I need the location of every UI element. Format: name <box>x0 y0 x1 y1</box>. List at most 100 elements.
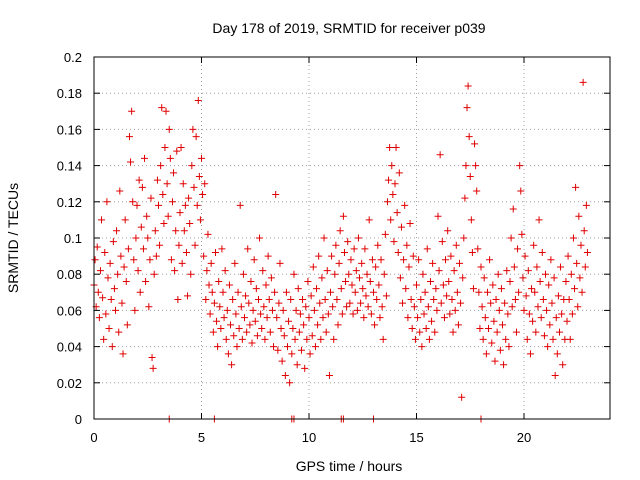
data-point <box>260 303 268 311</box>
data-point <box>382 292 390 300</box>
data-point <box>311 343 319 351</box>
data-point <box>264 252 272 260</box>
data-point <box>131 306 139 314</box>
data-point <box>442 256 450 264</box>
data-point <box>220 314 228 322</box>
data-point <box>231 259 239 267</box>
data-point <box>327 288 334 296</box>
y-tick-label: 0 <box>75 412 82 427</box>
data-point <box>569 234 577 242</box>
data-point <box>175 241 183 249</box>
data-point <box>93 243 101 251</box>
data-point <box>386 144 394 151</box>
x-tick-label: 10 <box>302 430 316 445</box>
data-point <box>107 296 115 304</box>
data-point <box>313 285 321 293</box>
data-point <box>552 314 560 322</box>
data-point <box>536 277 544 285</box>
data-point <box>422 325 430 332</box>
data-point <box>340 248 348 256</box>
data-point <box>430 296 438 304</box>
data-point <box>452 241 460 249</box>
data-point <box>189 125 197 133</box>
data-point <box>116 187 124 195</box>
data-point <box>141 154 149 162</box>
data-point <box>399 299 407 307</box>
data-point <box>273 314 281 322</box>
x-tick-label: 20 <box>517 430 531 445</box>
data-point <box>565 296 573 304</box>
data-point <box>285 317 293 325</box>
data-point <box>328 252 336 260</box>
data-point <box>279 306 287 314</box>
data-point <box>317 335 325 343</box>
data-point <box>519 274 527 282</box>
data-point <box>318 274 326 282</box>
data-point <box>450 267 458 275</box>
data-point <box>296 310 304 318</box>
y-tick-label: 0.04 <box>57 340 82 355</box>
data-point <box>389 191 397 199</box>
data-point <box>301 364 309 372</box>
data-point <box>143 212 151 220</box>
data-point <box>320 234 328 242</box>
data-point <box>206 310 214 318</box>
data-point <box>461 194 469 202</box>
data-point <box>251 317 259 325</box>
data-point <box>356 274 364 282</box>
data-point <box>385 176 393 184</box>
data-point <box>166 154 174 162</box>
x-tick-label: 5 <box>198 430 205 445</box>
data-point <box>186 220 194 228</box>
data-point <box>380 270 388 278</box>
data-point <box>134 267 142 275</box>
data-point <box>364 303 372 311</box>
data-point <box>373 296 381 304</box>
data-point <box>485 325 493 332</box>
data-point <box>360 314 368 322</box>
data-point <box>196 216 204 224</box>
data-point <box>203 267 211 275</box>
data-point <box>395 169 403 177</box>
data-point <box>155 201 162 209</box>
data-point <box>211 248 219 256</box>
data-point <box>289 325 297 332</box>
data-point <box>299 296 307 304</box>
data-point <box>383 198 391 206</box>
data-point <box>96 267 104 275</box>
data-point <box>135 176 143 184</box>
data-point <box>144 234 152 242</box>
data-point <box>181 201 189 209</box>
data-point <box>388 162 396 170</box>
data-point <box>410 303 418 311</box>
data-point <box>349 310 357 318</box>
data-point <box>434 212 442 220</box>
data-point <box>504 310 512 318</box>
data-point <box>274 346 282 354</box>
data-point <box>494 270 502 278</box>
data-point <box>105 325 113 332</box>
data-point <box>182 248 190 256</box>
data-point <box>171 267 179 275</box>
data-point <box>375 281 383 289</box>
data-point <box>242 292 250 300</box>
data-point <box>469 285 477 293</box>
data-point <box>574 303 582 311</box>
data-point <box>294 285 302 293</box>
data-point <box>244 245 252 253</box>
data-point <box>217 325 225 332</box>
data-point <box>305 314 313 322</box>
data-point <box>314 321 322 329</box>
data-point <box>544 343 552 351</box>
data-point <box>117 252 125 260</box>
data-point <box>489 281 497 289</box>
data-point <box>163 180 171 188</box>
data-point <box>195 172 203 180</box>
data-point <box>106 259 114 267</box>
data-point <box>420 310 428 318</box>
data-point <box>401 201 409 209</box>
data-point <box>539 296 547 304</box>
data-point <box>121 216 129 224</box>
data-point <box>149 364 157 372</box>
data-point <box>553 350 561 358</box>
